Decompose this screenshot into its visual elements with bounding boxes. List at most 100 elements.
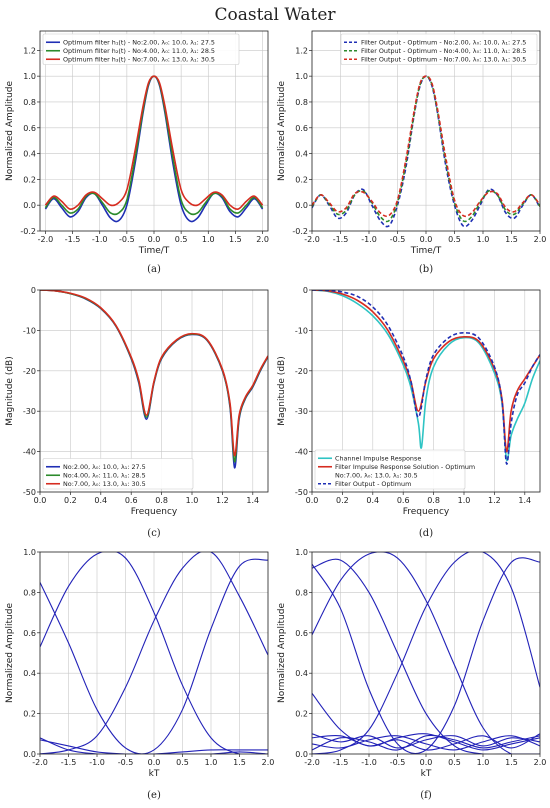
legend: No:2.00, λ₀: 10.0, λ₁: 27.5No:4.00, λ₀: …: [42, 458, 194, 490]
legend-label: Optimum filter h₂(t) - No:4.00, λ₀: 11.0…: [63, 47, 215, 55]
y-tick-label: 0.6: [295, 629, 308, 638]
x-tick-label: 0.8: [155, 496, 168, 505]
legend-label: Filter Output - Optimum - No:7.00, λ₀: 1…: [361, 55, 526, 63]
x-tick-label: -1.0: [92, 235, 108, 244]
x-tick-label: 0.4: [94, 496, 107, 505]
x-tick-label: 1.5: [505, 235, 518, 244]
chart-panel-f: -2.0 -1.5 -1.0 -0.5 0.0 0.5 1.0 1.5 2.0 0.0 0.2 0.4…: [277, 548, 546, 801]
plot-frame: [39, 551, 269, 755]
series-line-3: [312, 75, 540, 218]
x-tick-label: 0.5: [448, 235, 461, 244]
legend-label: No:4.00, λ₀: 11.0, λ₁: 28.5: [63, 471, 146, 479]
x-tick-label: -2.0: [304, 235, 320, 244]
series-line-4: [40, 737, 268, 754]
legend: Optimum filter h₁(t) - No:2.00, λ₀: 10.0…: [42, 33, 240, 65]
series-line-6: [312, 733, 540, 749]
x-tick-label: 0.0: [34, 496, 47, 505]
series-line-3: [40, 290, 268, 457]
x-tick-label: 1.5: [233, 758, 246, 767]
chart-panel-b: -2.0 -1.5 -1.0 -0.5 0.0 0.5 1.0 1.5 2.0 -0.2 0.0 0.…: [277, 30, 547, 275]
x-tick-label: -1.0: [89, 758, 105, 767]
x-tick-label: 1.0: [205, 758, 218, 767]
x-tick-label: -1.0: [361, 758, 377, 767]
legend-label: Filter Impulse Response Solution - Optim…: [335, 463, 475, 471]
plot-frame: [39, 289, 269, 493]
y-tick-label: -20: [295, 367, 308, 376]
y-tick-label: 0.0: [23, 750, 36, 759]
x-tick-label: -0.5: [390, 758, 406, 767]
y-tick-label: -30: [295, 407, 308, 416]
y-tick-label: 0.8: [295, 588, 308, 597]
legend-label: Filter Output - Optimum - No:4.00, λ₀: 1…: [361, 47, 526, 55]
legend-label: Optimum filter h₃(t) - No:7.00, λ₀: 13.0…: [63, 55, 215, 63]
x-tick-label: 0.5: [175, 235, 188, 244]
plot-frame: [311, 551, 541, 755]
plot-frame: [39, 30, 269, 232]
y-tick-label: 1.0: [295, 548, 308, 557]
x-tick-label: 1.4: [246, 496, 259, 505]
y-tick-label: 0: [303, 286, 308, 295]
y-tick-label: 0.2: [295, 175, 308, 184]
y-tick-label: 0.0: [23, 201, 36, 210]
y-tick-label: 0.8: [295, 98, 308, 107]
y-axis-label: Magnitude (dB): [5, 356, 15, 425]
x-axis-label: Time/T: [410, 246, 442, 256]
series-line-3: [44, 75, 264, 210]
x-tick-label: 2.0: [256, 235, 269, 244]
chart-panel-e: -2.0 -1.5 -1.0 -0.5 0.0 0.5 1.0 1.5 2.0 0.0 0.2 0.4…: [5, 548, 274, 801]
series-line-9: [312, 734, 540, 751]
y-tick-label: 1.0: [23, 548, 36, 557]
x-tick-label: 1.0: [477, 758, 490, 767]
x-tick-label: 0.4: [366, 496, 379, 505]
x-tick-label: -2.0: [32, 758, 48, 767]
series-line-1: [40, 552, 268, 754]
x-tick-label: 1.0: [458, 496, 471, 505]
y-tick-label: -20: [23, 367, 36, 376]
y-tick-label: 0.0: [295, 201, 308, 210]
x-tick-label: 1.4: [518, 496, 531, 505]
y-tick-label: -0.2: [20, 227, 36, 236]
y-tick-label: -50: [23, 488, 36, 497]
y-axis-label: Normalized Amplitude: [5, 603, 15, 703]
x-axis-label: kT: [149, 769, 160, 779]
y-axis-label: Normalized Amplitude: [277, 81, 287, 181]
x-tick-label: 0.0: [148, 235, 161, 244]
x-tick-label: -2.0: [38, 235, 54, 244]
x-tick-label: 0.0: [420, 758, 433, 767]
legend-label: No:2.00, λ₀: 10.0, λ₁: 27.5: [63, 463, 146, 471]
x-tick-label: 0.8: [427, 496, 440, 505]
series-line-2: [40, 558, 268, 754]
y-tick-label: 1.2: [23, 46, 36, 55]
legend-label: Filter Output - Optimum - No:2.00, λ₀: 1…: [361, 38, 526, 46]
y-tick-label: 0.2: [295, 710, 308, 719]
x-tick-label: 1.0: [186, 496, 199, 505]
y-tick-label: 0.4: [23, 150, 36, 159]
y-axis-label: Normalized Amplitude: [5, 81, 15, 181]
x-tick-label: -1.5: [61, 758, 77, 767]
series-line-3: [312, 290, 540, 465]
panel-caption: (a): [147, 264, 161, 275]
x-tick-label: 0.5: [176, 758, 189, 767]
panel-caption: (f): [420, 790, 432, 801]
x-tick-label: 1.2: [488, 496, 501, 505]
chart-panel-a: -2.0 -1.5 -1.0 -0.5 0.0 0.5 1.0 1.5 2.0 -0.2 0.0 0.…: [5, 30, 269, 275]
x-axis-label: Frequency: [131, 507, 178, 517]
panel-caption: (b): [419, 264, 433, 275]
y-tick-label: 1.0: [23, 72, 36, 81]
series-line-5: [40, 739, 268, 754]
x-axis-label: Time/T: [138, 246, 170, 256]
y-tick-label: -40: [295, 448, 308, 457]
x-tick-label: -1.5: [65, 235, 81, 244]
y-tick-label: -10: [295, 326, 308, 335]
series-line-1: [312, 552, 540, 754]
x-tick-label: 0.6: [397, 496, 410, 505]
x-tick-label: -0.5: [118, 758, 134, 767]
x-tick-label: 1.5: [505, 758, 518, 767]
series-line-8: [312, 735, 540, 751]
x-tick-label: -1.5: [333, 235, 349, 244]
x-tick-label: 0.5: [448, 758, 461, 767]
x-tick-label: 2.0: [534, 235, 547, 244]
x-tick-label: 0.0: [148, 758, 161, 767]
x-tick-label: 1.5: [229, 235, 242, 244]
